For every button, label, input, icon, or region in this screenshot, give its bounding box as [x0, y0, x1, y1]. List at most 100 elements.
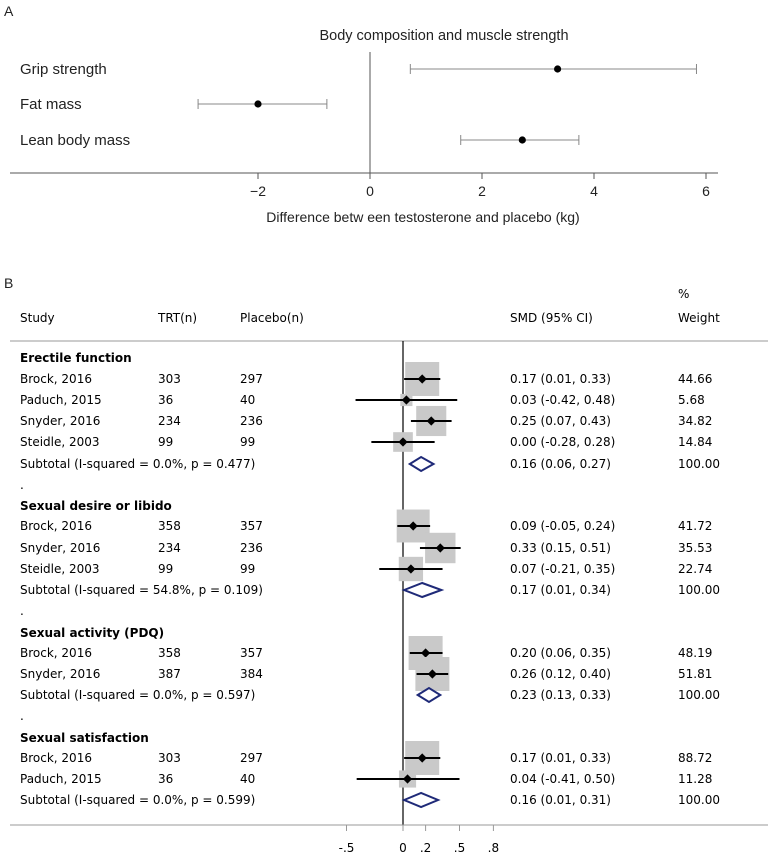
study-point-estimate	[417, 753, 427, 763]
subtotal-weight-value: 100.00	[678, 583, 720, 597]
panel-b-tick-label: .8	[488, 841, 499, 854]
trt-count: 387	[158, 667, 181, 681]
trt-count: 99	[158, 435, 173, 449]
subtotal-weight-value: 100.00	[678, 688, 720, 702]
panel-a-row-label: Grip strength	[20, 61, 107, 78]
header-smd: SMD (95% CI)	[510, 311, 593, 325]
panel-a-tick-label: 2	[478, 183, 486, 199]
trt-count: 234	[158, 414, 181, 428]
trt-count: 303	[158, 751, 181, 765]
panel-b-tick-label: .5	[454, 841, 465, 854]
panel-a-tick-label: 4	[590, 183, 598, 199]
subtotal-label: Subtotal (I-squared = 0.0%, p = 0.599)	[20, 793, 255, 807]
subtotal-weight-value: 100.00	[678, 457, 720, 471]
placebo-count: 236	[240, 541, 263, 555]
weight-value: 11.28	[678, 772, 712, 786]
panel-a-tick-label: −2	[250, 183, 266, 199]
placebo-count: 357	[240, 519, 263, 533]
smd-ci-text: 0.17 (0.01, 0.33)	[510, 751, 611, 765]
placebo-count: 40	[240, 393, 255, 407]
study-point-estimate	[401, 395, 411, 405]
smd-ci-text: 0.03 (-0.42, 0.48)	[510, 393, 615, 407]
header-weight-percent: %	[678, 287, 689, 301]
group-separator-dot: .	[20, 709, 24, 723]
panel-a-point-estimate	[554, 65, 562, 73]
subtotal-label: Subtotal (I-squared = 0.0%, p = 0.477)	[20, 457, 255, 471]
subtotal-smd-ci-text: 0.17 (0.01, 0.34)	[510, 583, 611, 597]
smd-ci-text: 0.09 (-0.05, 0.24)	[510, 519, 615, 533]
panel-a-tick-label: 0	[366, 183, 374, 199]
group-separator-dot: .	[20, 478, 24, 492]
panel-b-letter: B	[4, 275, 13, 291]
subtotal-label: Subtotal (I-squared = 54.8%, p = 0.109)	[20, 583, 263, 597]
subtotal-diamond	[407, 455, 436, 473]
panel-a-point-estimate	[518, 136, 526, 144]
weight-value: 51.81	[678, 667, 712, 681]
study-point-estimate	[421, 648, 431, 658]
placebo-count: 99	[240, 562, 255, 576]
subtotal-diamond	[401, 791, 441, 809]
subtotal-label: Subtotal (I-squared = 0.0%, p = 0.597)	[20, 688, 255, 702]
study-name: Paduch, 2015	[20, 772, 102, 786]
study-point-estimate	[426, 416, 436, 426]
panel-a-row-label: Lean body mass	[20, 132, 130, 149]
study-point-estimate	[427, 669, 437, 679]
panel-a-point-estimate	[254, 100, 262, 108]
panel-a-rows: Grip strength Fat mass Lean body mass	[20, 61, 697, 149]
trt-count: 303	[158, 372, 181, 386]
subtotal-smd-ci-text: 0.16 (0.01, 0.31)	[510, 793, 611, 807]
panel-a: A Body composition and muscle strength −…	[4, 3, 718, 225]
study-point-estimate	[402, 774, 413, 784]
smd-ci-text: 0.00 (-0.28, 0.28)	[510, 435, 615, 449]
subgroup-heading: Sexual desire or libido	[20, 499, 172, 513]
placebo-count: 297	[240, 751, 263, 765]
subtotal-diamond	[401, 581, 445, 599]
smd-ci-text: 0.26 (0.12, 0.40)	[510, 667, 611, 681]
header-study: Study	[20, 311, 55, 325]
smd-ci-text: 0.20 (0.06, 0.35)	[510, 646, 611, 660]
trt-count: 36	[158, 393, 173, 407]
trt-count: 99	[158, 562, 173, 576]
panel-a-tick-group: −2 0 2 4 6	[250, 173, 710, 199]
trt-count: 36	[158, 772, 173, 786]
placebo-count: 384	[240, 667, 263, 681]
subtotal-smd-ci-text: 0.23 (0.13, 0.33)	[510, 688, 611, 702]
study-name: Steidle, 2003	[20, 435, 100, 449]
study-name: Snyder, 2016	[20, 541, 100, 555]
panel-a-tick-label: 6	[702, 183, 710, 199]
header-placebo: Placebo(n)	[240, 311, 304, 325]
placebo-count: 357	[240, 646, 263, 660]
study-name: Brock, 2016	[20, 519, 92, 533]
panel-b-tick-label: .2	[420, 841, 431, 854]
weight-value: 41.72	[678, 519, 712, 533]
panel-a-letter: A	[4, 3, 14, 19]
subtotal-weight-value: 100.00	[678, 793, 720, 807]
trt-count: 358	[158, 519, 181, 533]
study-point-estimate	[435, 543, 445, 553]
subtotal-diamond	[415, 686, 443, 704]
study-name: Brock, 2016	[20, 372, 92, 386]
panel-a-row-label: Fat mass	[20, 96, 82, 113]
weight-value: 48.19	[678, 646, 712, 660]
panel-a-x-axis-label: Difference betw een testosterone and pla…	[266, 209, 579, 225]
subgroup-heading: Sexual activity (PDQ)	[20, 626, 164, 640]
placebo-count: 40	[240, 772, 255, 786]
trt-count: 358	[158, 646, 181, 660]
study-point-estimate	[417, 374, 427, 384]
subtotal-smd-ci-text: 0.16 (0.06, 0.27)	[510, 457, 611, 471]
study-name: Steidle, 2003	[20, 562, 100, 576]
weight-value: 88.72	[678, 751, 712, 765]
study-name: Snyder, 2016	[20, 667, 100, 681]
study-name: Snyder, 2016	[20, 414, 100, 428]
subgroup-heading: Sexual satisfaction	[20, 731, 149, 745]
placebo-count: 236	[240, 414, 263, 428]
header-weight: Weight	[678, 311, 720, 325]
placebo-count: 99	[240, 435, 255, 449]
panel-b-tick-group: -.5 0 .2 .5 .8	[339, 825, 499, 854]
study-name: Brock, 2016	[20, 646, 92, 660]
weight-value: 22.74	[678, 562, 712, 576]
smd-ci-text: 0.25 (0.07, 0.43)	[510, 414, 611, 428]
smd-ci-text: 0.07 (-0.21, 0.35)	[510, 562, 615, 576]
panel-b-tick-label: -.5	[339, 841, 355, 854]
